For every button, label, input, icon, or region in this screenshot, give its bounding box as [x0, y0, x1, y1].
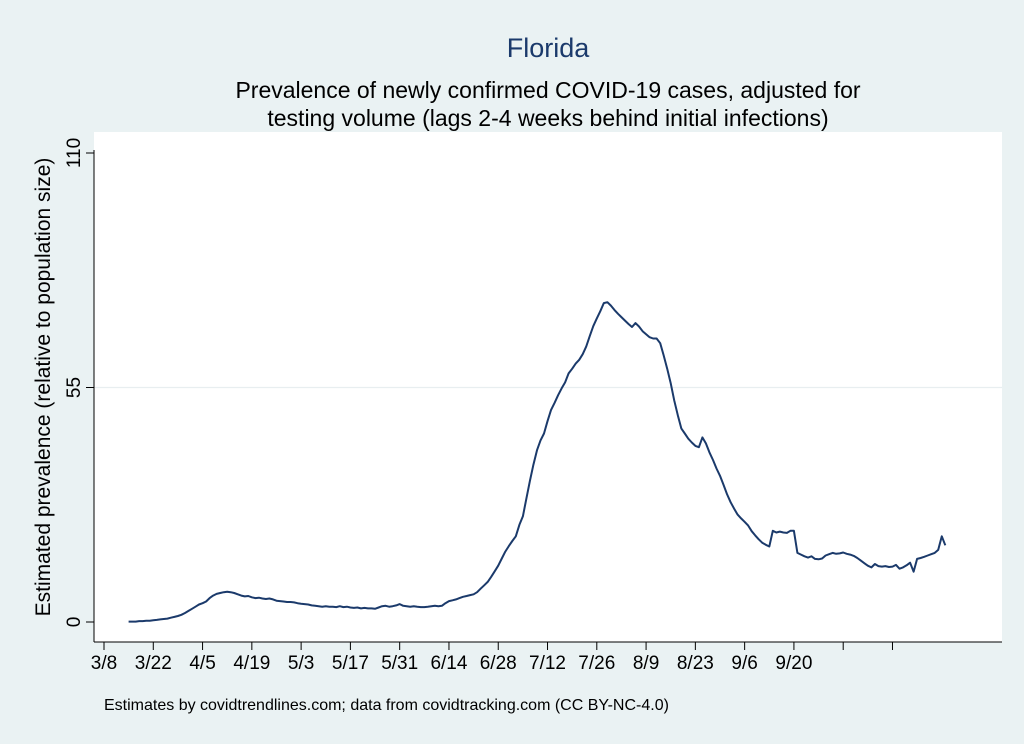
y-tick-label: 110 — [64, 138, 85, 168]
x-tick-label: 3/8 — [91, 653, 117, 674]
x-tick-label: 6/14 — [430, 653, 467, 674]
y-tick-label: 0 — [64, 617, 85, 628]
x-tick-label: 7/12 — [529, 653, 566, 674]
chart-subtitle-line-1: Prevalence of newly confirmed COVID-19 c… — [235, 77, 860, 103]
x-tick-label: 8/23 — [677, 653, 714, 674]
x-tick-label: 4/19 — [233, 653, 270, 674]
chart-title: Florida — [507, 33, 591, 63]
source-note: Estimates by covidtrendlines.com; data f… — [104, 697, 669, 714]
x-tick-label: 9/20 — [775, 653, 812, 674]
x-axis: 3/8 3/22 4/5 4/19 5/3 5/17 5/31 6/14 6/28 7/12 7/2… — [91, 641, 1002, 674]
y-axis-label: Estimated prevalence (relative to popula… — [32, 158, 55, 617]
y-axis: 0 55 110 — [64, 138, 95, 642]
x-tick-label: 5/17 — [332, 653, 369, 674]
series-layer — [128, 301, 947, 623]
chart-subtitle-line-2: testing volume (lags 2-4 weeks behind in… — [267, 105, 828, 131]
x-tick-label: 8/9 — [633, 653, 659, 674]
x-tick-label: 4/5 — [189, 653, 215, 674]
y-tick-label: 55 — [64, 377, 85, 398]
x-tick-label: 3/22 — [135, 653, 172, 674]
x-tick-label: 5/31 — [381, 653, 418, 674]
x-tick-label: 6/28 — [480, 653, 517, 674]
x-tick-label: 7/26 — [578, 653, 615, 674]
x-tick-label: 9/6 — [731, 653, 757, 674]
series-line-florida — [128, 301, 947, 623]
x-tick-label: 5/3 — [288, 653, 314, 674]
